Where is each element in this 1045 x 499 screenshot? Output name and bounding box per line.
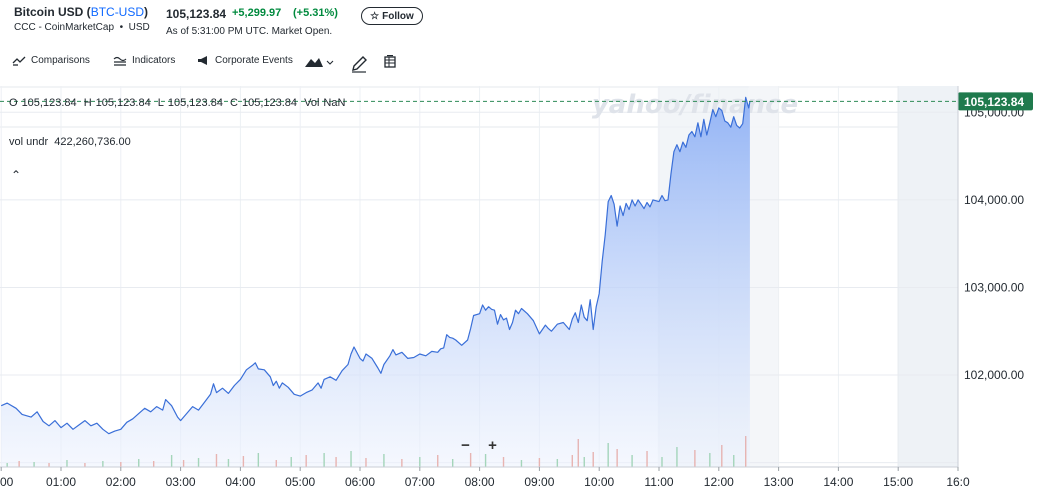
vol-undr-value: 422,260,736.00 [54,136,131,148]
current-price: 105,123.84 [166,7,227,21]
corporate-events-label: Corporate Events [215,55,293,66]
indicators-button[interactable]: Indicators [113,55,175,66]
chevron-up-icon[interactable]: ⌃ [11,168,22,182]
currency-label: USD [128,22,150,33]
x-tick-label: 07:00 [405,475,435,489]
low-value: 105,123.84 [167,97,223,109]
high-label: H [83,97,92,109]
y-tick-label: 103,000.00 [964,280,1024,294]
close-label: C [230,97,238,109]
zoom-in-button[interactable]: + [488,436,497,454]
y-tick-label: 102,000.00 [964,368,1024,382]
x-tick-label: 02:00 [106,475,136,489]
last-price-badge [958,92,1033,111]
zoom-controls: − + [452,434,506,456]
zoom-out-button[interactable]: − [461,436,470,454]
table-icon [384,55,396,68]
comparisons-label: Comparisons [31,55,90,66]
close-value: 105,123.84 [241,97,298,109]
open-value: 105,123.84 [21,97,77,109]
x-tick-label: 04:00 [225,475,255,489]
asset-ticker[interactable]: BTC-USD [90,5,145,19]
as-of-timestamp: As of 5:31:00 PM UTC. Market Open. [166,26,333,37]
x-tick-label: 11:00 [644,475,673,489]
price-change: +5,299.97 [232,7,282,19]
comparisons-button[interactable]: Comparisons [12,55,90,66]
low-label: L [157,97,164,109]
follow-button[interactable]: ☆ Follow [361,7,423,25]
asset-source: CCC - CoinMarketCap • USD [14,22,150,33]
x-tick-label: 16:0 [946,475,970,489]
x-tick-label: 00 [0,475,14,489]
mountain-chart-icon [305,58,334,67]
x-tick-label: 03:00 [166,475,196,489]
pencil-icon [352,56,367,73]
chart-toolbar: Comparisons Indicators Corporate Events [0,50,1045,74]
x-tick-label: 10:00 [584,475,614,489]
x-tick-label: 14:00 [823,475,853,489]
chart-type-dropdown[interactable] [304,55,334,69]
asset-name: Bitcoin USD [14,5,84,19]
star-icon: ☆ [370,10,380,22]
indicators-icon [113,56,127,66]
draw-tool-button[interactable] [350,55,368,73]
follow-label: Follow [382,10,414,22]
x-tick-label: 15:00 [883,475,913,489]
x-tick-label: 12:00 [704,475,734,489]
comparisons-icon [12,56,26,66]
indicators-label: Indicators [132,55,176,66]
volume-label: Vol [304,97,320,109]
high-value: 105,123.84 [95,97,151,109]
price-line [0,96,751,435]
corporate-events-button[interactable]: Corporate Events [197,55,293,66]
vol-undr-label: vol undr [9,136,49,148]
x-tick-label: 13:00 [764,475,794,489]
last-price-label: 105,123.84 [964,95,1024,109]
price-area [1,97,750,468]
ohlc-readout: O 105,123.84 H 105,123.84 L 105,123.84 C 105… [9,97,349,109]
x-tick-label: 09:00 [524,475,554,489]
source-name: CCC - CoinMarketCap [14,22,115,33]
layout-menu-button[interactable] [384,55,396,68]
asset-title: Bitcoin USD (BTC-USD) [14,5,149,19]
open-label: O [9,97,18,109]
y-tick-label: 104,000.00 [964,193,1024,207]
x-tick-label: 08:00 [465,475,495,489]
x-tick-label: 05:00 [285,475,315,489]
price-change-percent: (+5.31%) [293,7,338,19]
watermark-text: yahoo/finance [592,90,798,120]
volume-value: NaN [323,97,346,109]
megaphone-icon [198,56,207,65]
session-shade [748,86,779,467]
x-tick-label: 06:00 [345,475,375,489]
session-shade [898,86,958,467]
x-tick-label: 01:00 [46,475,76,489]
quote-header: Bitcoin USD (BTC-USD) CCC - CoinMarketCa… [0,0,1045,46]
vol-undr-readout: vol undr 422,260,736.00 [9,136,131,148]
